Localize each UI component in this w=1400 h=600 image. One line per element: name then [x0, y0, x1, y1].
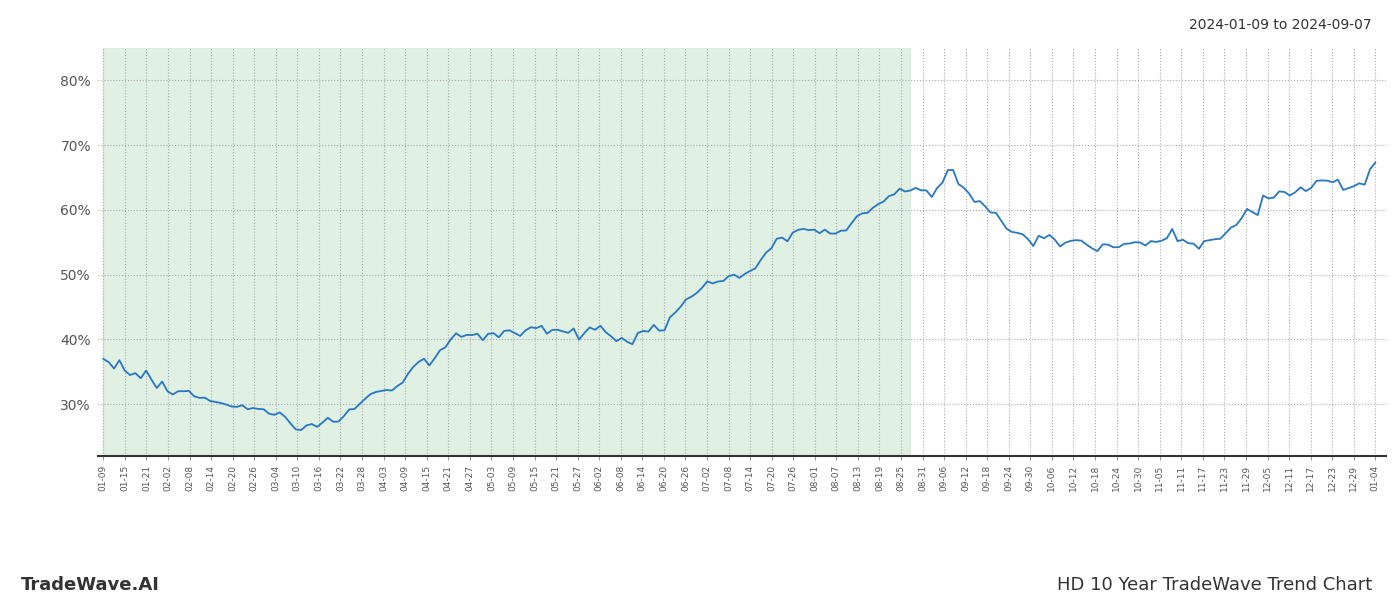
Text: TradeWave.AI: TradeWave.AI	[21, 576, 160, 594]
Text: HD 10 Year TradeWave Trend Chart: HD 10 Year TradeWave Trend Chart	[1057, 576, 1372, 594]
Bar	[104, 48, 910, 456]
Text: 2024-01-09 to 2024-09-07: 2024-01-09 to 2024-09-07	[1190, 18, 1372, 32]
